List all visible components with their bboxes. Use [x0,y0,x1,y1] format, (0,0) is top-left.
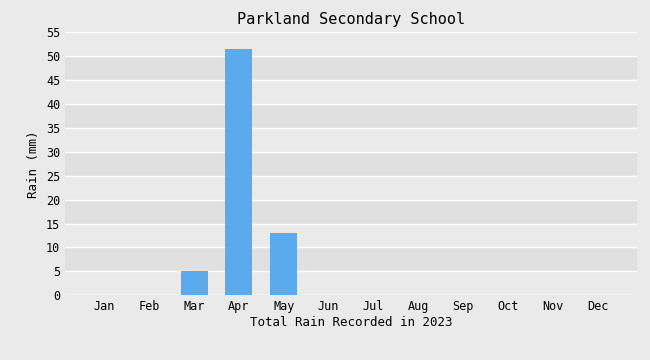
Title: Parkland Secondary School: Parkland Secondary School [237,12,465,27]
Bar [65,247,637,271]
Bar [65,152,637,176]
Bar [181,271,207,295]
Bar [65,128,637,152]
X-axis label: Total Rain Recorded in 2023: Total Rain Recorded in 2023 [250,316,452,329]
Y-axis label: Rain (mm): Rain (mm) [27,130,40,198]
Bar [65,224,637,247]
Bar [65,80,637,104]
Bar [65,176,637,200]
Bar [226,49,252,295]
Bar [65,32,637,56]
Bar [65,200,637,224]
Bar [270,233,297,295]
Bar [65,271,637,295]
Bar [65,104,637,128]
Bar [65,56,637,80]
